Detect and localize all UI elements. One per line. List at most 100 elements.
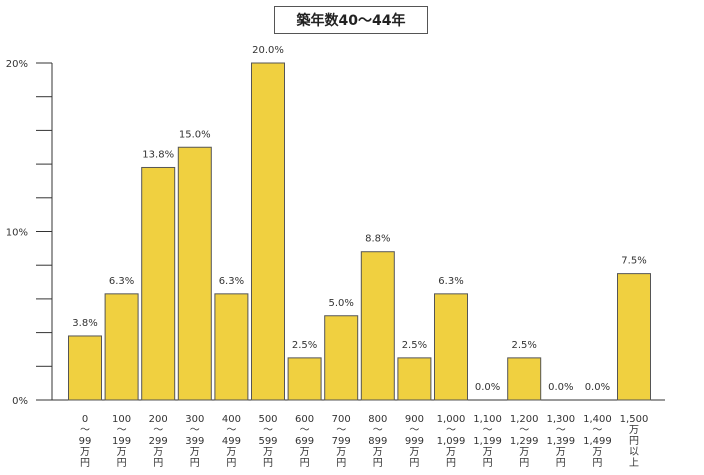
bar-value-label: 2.5% [402, 340, 427, 351]
category-label-line: ～ [519, 425, 529, 436]
category-label-line: 1,099 [437, 436, 466, 447]
category-label-line: 万 [446, 447, 456, 458]
category-label: 600 ～ 699 万円 [295, 414, 314, 469]
bar-value-label: 6.3% [109, 276, 134, 287]
category-label: 200 ～ 299 万円 [149, 414, 168, 469]
category-label-line: ～ [373, 425, 383, 436]
category-label: 500 ～ 599 万円 [258, 414, 277, 469]
category-label-line: 800 [368, 414, 387, 425]
bar-value-label: 0.0% [585, 382, 610, 393]
bar [214, 293, 249, 401]
category-label-line: 円 [373, 458, 383, 469]
category-label: 800 ～ 899 万円 [368, 414, 387, 469]
category-label-line: ～ [190, 425, 200, 436]
category-label: 1,500 万円以上 [620, 414, 649, 469]
category-label-line: 万 [80, 447, 90, 458]
category-label-line: 300 [185, 414, 204, 425]
category-label-line: 1,300 [546, 414, 575, 425]
bar [177, 146, 212, 401]
category-label-line: 899 [368, 436, 387, 447]
bar [287, 357, 322, 401]
category-label-line: 299 [149, 436, 168, 447]
category-label-line: 900 [405, 414, 424, 425]
bar-value-label: 2.5% [511, 340, 536, 351]
category-label-line: 円 [409, 458, 419, 469]
category-label-line: ～ [483, 425, 493, 436]
category-label-line: 1,000 [437, 414, 466, 425]
category-label-line: 1,399 [546, 436, 575, 447]
category-label: 0 ～ 99 万円 [79, 414, 92, 469]
y-tick-label: 10% [6, 228, 28, 239]
category-label-line: 600 [295, 414, 314, 425]
category-label-line: 万 [592, 447, 602, 458]
bar-value-label: 3.8% [72, 318, 97, 329]
category-label-line: 1,199 [473, 436, 502, 447]
bar [617, 273, 651, 401]
bar [324, 315, 359, 401]
category-label-line: ～ [446, 425, 456, 436]
category-label-line: 799 [332, 436, 351, 447]
category-label-line: 以 [629, 447, 639, 458]
bar [68, 335, 102, 401]
chart-title: 築年数40～44年 [274, 6, 428, 34]
category-label-line: 700 [332, 414, 351, 425]
category-label: 900 ～ 999 万円 [405, 414, 424, 469]
category-label-line: ～ [263, 425, 273, 436]
bar-value-label: 6.3% [219, 276, 244, 287]
category-label-line: ～ [556, 425, 566, 436]
category-label-line: 1,200 [510, 414, 539, 425]
category-label: 700 ～ 799 万円 [332, 414, 351, 469]
category-label-line: 円 [190, 458, 200, 469]
category-label: 100 ～ 199 万円 [112, 414, 131, 469]
category-label-line: 499 [222, 436, 241, 447]
category-label-line: ～ [336, 425, 346, 436]
category-label-line: 円 [446, 458, 456, 469]
category-label-line: 万 [263, 447, 273, 458]
category-label-line: 400 [222, 414, 241, 425]
category-label-line: ～ [300, 425, 310, 436]
bar [251, 62, 285, 401]
category-label: 1,000 ～ 1,099 万円 [437, 414, 466, 469]
bar [360, 251, 395, 401]
category-label-line: 円 [556, 458, 566, 469]
bar-value-label: 2.5% [292, 340, 317, 351]
category-label-line: 万 [519, 447, 529, 458]
category-label-line: 100 [112, 414, 131, 425]
category-label-line: 円 [226, 458, 236, 469]
category-label-line: 0 [82, 414, 88, 425]
category-label-line: 円 [117, 458, 127, 469]
category-label: 1,100 ～ 1,199 万円 [473, 414, 502, 469]
category-label-line: 上 [629, 457, 639, 469]
category-label-line: 万 [483, 447, 493, 458]
category-label: 400 ～ 499 万円 [222, 414, 241, 469]
bar-value-label: 0.0% [475, 382, 500, 393]
category-label-line: ～ [226, 425, 236, 436]
category-label-line: ～ [592, 425, 602, 436]
category-label-line: 万 [336, 447, 346, 458]
category-label-line: 1,499 [583, 436, 612, 447]
category-label-line: 599 [258, 436, 277, 447]
category-label-line: 万 [190, 447, 200, 458]
category-label-line: 999 [405, 436, 424, 447]
category-label-line: 199 [112, 436, 131, 447]
category-label-line: 万 [226, 447, 236, 458]
bar-value-label: 13.8% [142, 149, 174, 160]
y-tick-label: 0% [12, 396, 28, 407]
category-label-line: 1,500 [620, 414, 649, 425]
category-label-line: 万 [373, 447, 383, 458]
y-tick-label: 20% [6, 59, 28, 70]
category-label: 300 ～ 399 万円 [185, 414, 204, 469]
category-label-line: ～ [80, 425, 90, 436]
bar-value-label: 20.0% [252, 45, 284, 56]
category-label-line: 1,400 [583, 414, 612, 425]
category-label-line: 円 [300, 458, 310, 469]
category-label-line: 円 [336, 458, 346, 469]
bar-value-label: 0.0% [548, 382, 573, 393]
bar [507, 357, 542, 401]
category-label-line: 万 [300, 447, 310, 458]
category-label-line: 円 [519, 458, 529, 469]
bar [104, 293, 139, 401]
category-label-line: 万 [629, 425, 639, 436]
category-label-line: 万 [117, 447, 127, 458]
